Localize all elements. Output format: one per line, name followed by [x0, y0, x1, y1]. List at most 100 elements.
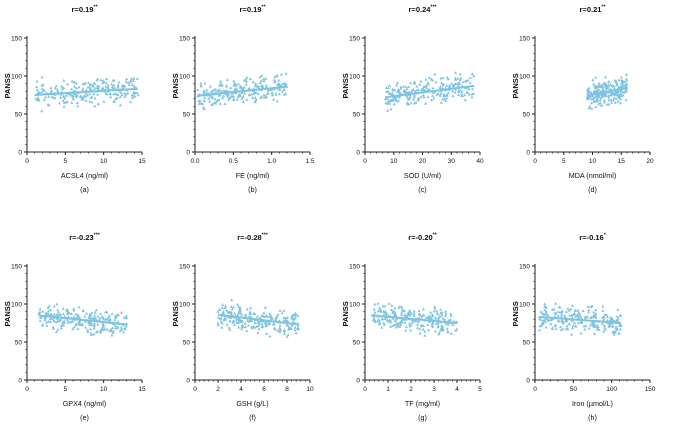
data-point [243, 321, 247, 325]
panel-label: (g) [418, 413, 427, 422]
data-point [125, 315, 128, 319]
data-point [390, 92, 394, 96]
data-point [554, 327, 558, 331]
data-point [610, 101, 614, 104]
data-point [383, 304, 387, 308]
data-point [118, 89, 122, 93]
data-point [66, 309, 70, 312]
data-point [616, 92, 620, 96]
data-point [420, 88, 424, 91]
data-point [66, 82, 70, 86]
data-point [612, 92, 616, 96]
data-point [244, 77, 248, 81]
data-point [377, 318, 381, 321]
data-point [43, 316, 47, 320]
data-point [565, 324, 569, 328]
data-point [282, 316, 286, 319]
data-point [211, 102, 214, 106]
data-point [466, 78, 470, 82]
data-point [101, 316, 105, 319]
data-point [256, 331, 260, 334]
data-point [590, 101, 594, 105]
data-point [285, 335, 289, 338]
data-point [107, 314, 111, 317]
data-point [407, 102, 411, 106]
data-point [199, 101, 203, 105]
data-point [468, 81, 472, 84]
data-point [199, 81, 203, 85]
data-point [457, 81, 461, 84]
data-point [43, 95, 47, 99]
data-point [273, 79, 277, 83]
data-point [88, 99, 92, 103]
data-point [611, 329, 615, 333]
data-point [423, 88, 426, 92]
data-point [132, 91, 136, 95]
data-point [119, 325, 123, 329]
data-point [254, 82, 258, 85]
data-point [597, 84, 601, 87]
data-point [81, 96, 85, 100]
data-point [123, 85, 127, 88]
regression-line [538, 315, 621, 324]
data-point [619, 97, 623, 101]
data-point [83, 314, 87, 318]
data-point [373, 320, 377, 323]
data-point [265, 332, 269, 335]
data-point [587, 96, 591, 100]
data-point [221, 96, 225, 100]
data-point [388, 84, 391, 87]
data-point [262, 77, 266, 81]
data-point [230, 94, 234, 98]
data-point [95, 86, 99, 90]
data-point [53, 86, 57, 90]
data-point [608, 324, 612, 328]
data-point [601, 315, 605, 319]
data-point [258, 75, 262, 79]
data-point [619, 327, 622, 331]
data-point [625, 79, 629, 82]
y-tick-label: 100 [179, 74, 190, 81]
data-point [541, 322, 545, 326]
data-point [122, 330, 126, 334]
data-point [389, 308, 393, 311]
data-point [606, 80, 610, 84]
y-tick-label: 0 [18, 378, 22, 385]
data-point [244, 313, 248, 317]
data-point [239, 320, 242, 324]
data-point [125, 77, 129, 80]
y-tick-label: 100 [11, 302, 22, 309]
data-point [399, 85, 403, 89]
data-point [572, 312, 576, 316]
data-point [81, 309, 85, 312]
data-point [232, 79, 236, 83]
x-tick-label: 5 [64, 158, 68, 165]
data-point [400, 307, 404, 311]
data-point [232, 305, 235, 309]
data-point [273, 327, 277, 331]
data-point [93, 316, 97, 320]
data-point [85, 88, 89, 92]
data-point [88, 92, 92, 96]
data-point [383, 322, 386, 326]
data-point [278, 326, 282, 330]
data-point [40, 87, 44, 91]
data-point [387, 99, 391, 102]
data-point [103, 327, 107, 331]
x-tick-label: 150 [645, 386, 656, 393]
significance-stars: ** [601, 5, 606, 11]
data-point [77, 305, 81, 309]
data-point [284, 318, 288, 322]
data-point [85, 93, 89, 97]
data-point [387, 302, 391, 305]
data-point [89, 82, 93, 86]
data-point [92, 332, 96, 336]
data-point [111, 331, 115, 334]
data-point [609, 98, 613, 101]
data-point [470, 72, 474, 76]
data-point [407, 85, 411, 88]
data-point [620, 80, 624, 83]
data-point [235, 320, 239, 324]
data-point [578, 313, 582, 317]
data-point [67, 320, 71, 324]
